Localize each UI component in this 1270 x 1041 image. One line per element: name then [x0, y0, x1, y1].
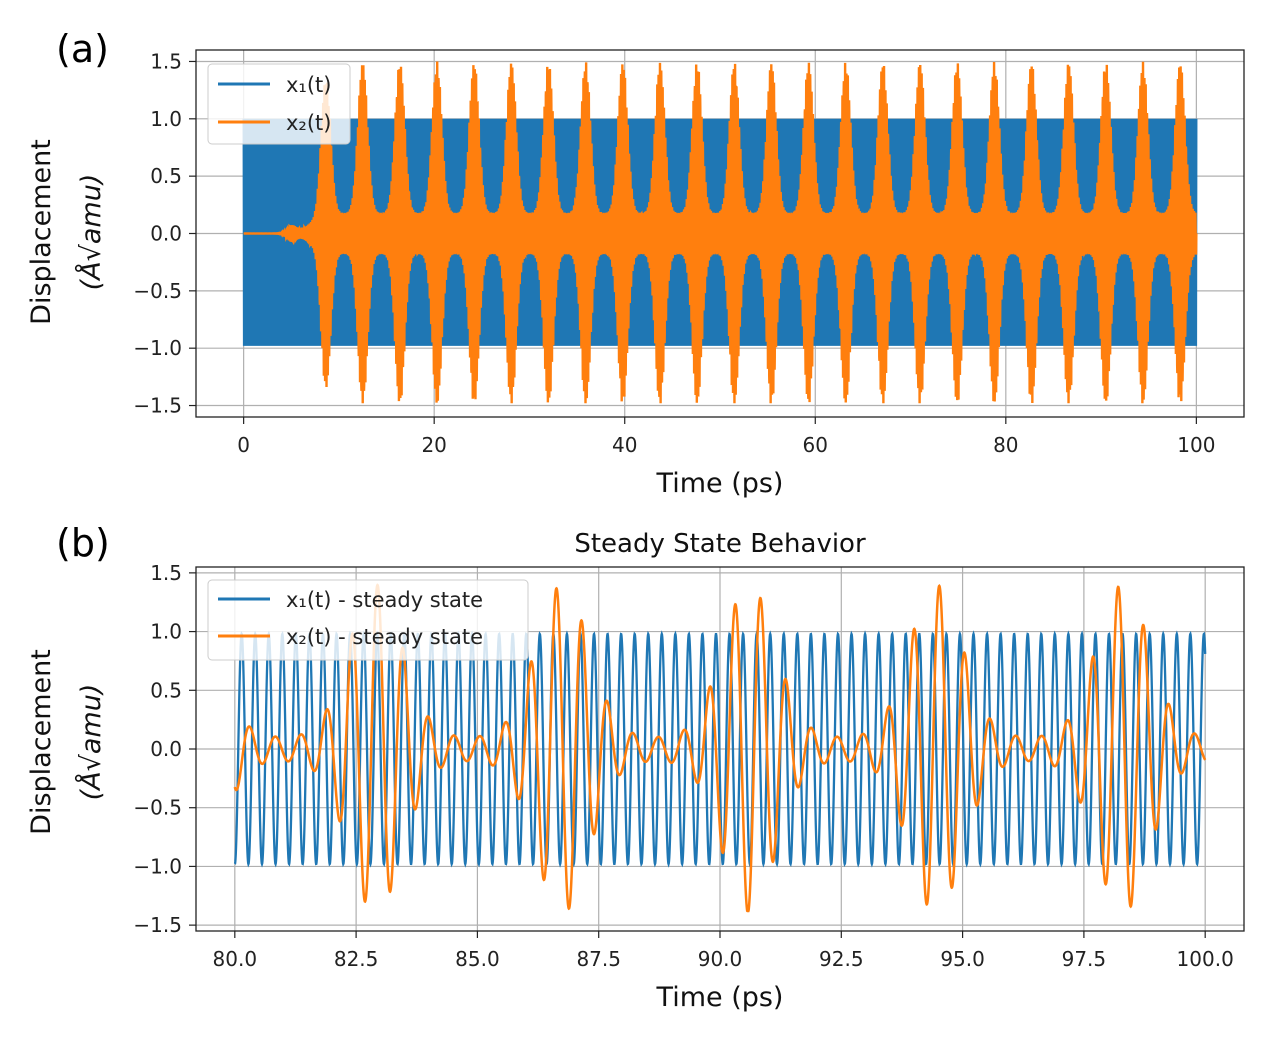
panel-b-ytick-label: 1.0 [150, 620, 182, 644]
panel-a-legend: x₁(t) x₂(t) [207, 63, 351, 145]
panel-b-lines [233, 583, 1207, 913]
series-b-x2-line [233, 583, 1207, 913]
series-b-x1-line [233, 630, 1207, 868]
panel-b: (b) Steady State Behavior 80.0 82.5 85.0 87… [26, 521, 1245, 1013]
panel-b-legend: x₁(t) - steady state x₂(t) - steady stat… [207, 579, 529, 661]
panel-a-xtick-label: 100 [1177, 433, 1215, 457]
panel-b-xtick-label: 87.5 [576, 947, 621, 971]
panel-a-ytick-label: −0.5 [133, 279, 182, 303]
panel-a-ytick-label: 0.0 [150, 222, 182, 246]
panel-b-xtick-label: 100.0 [1177, 947, 1234, 971]
panel-b-xtick-label: 92.5 [819, 947, 864, 971]
panel-a-lines [242, 61, 1198, 404]
panel-b-title: Steady State Behavior [574, 529, 866, 559]
panel-b-ytick-label: 1.5 [150, 561, 182, 585]
panel-a-xtick-label: 40 [612, 433, 637, 457]
panel-b-ticks: 80.0 82.5 85.0 87.5 90.0 92.5 95.0 97.5 100.0 1.5… [133, 561, 1233, 971]
panel-a-ytick-label: 1.5 [150, 49, 182, 73]
panel-b-ytick-label: −1.5 [133, 913, 182, 937]
panel-b-ytick-label: −1.0 [133, 854, 182, 878]
panel-b-ytick-label: −0.5 [133, 796, 182, 820]
panel-a-ytick-label: 1.0 [150, 107, 182, 131]
panel-a-ytick-label: 0.5 [150, 164, 182, 188]
panel-b-ytick-label: 0.0 [150, 737, 182, 761]
panel-b-ylabel-line1: Displacement [26, 649, 57, 835]
panel-b-xtick-label: 80.0 [213, 947, 258, 971]
series-a-x2-line [243, 61, 1198, 404]
panel-a-ylabel-line2: (Å√amu) [75, 174, 107, 291]
panel-b-xtick-label: 97.5 [1062, 947, 1107, 971]
panel-a-ticks: 0 20 40 60 80 100 1.5 1.0 0.5 0.0 −0.5 −1.0 −1.5 [133, 49, 1215, 457]
panel-a-ytick-label: −1.5 [133, 394, 182, 418]
panel-a-label: (a) [56, 27, 109, 71]
panel-a-xlabel: Time (ps) [656, 468, 784, 499]
panel-a-xtick-label: 0 [237, 433, 250, 457]
panel-b-xtick-label: 90.0 [698, 947, 743, 971]
panel-b-ylabel-line2: (Å√amu) [75, 684, 107, 801]
panel-b-xtick-label: 85.0 [455, 947, 500, 971]
panel-b-xtick-label: 95.0 [940, 947, 985, 971]
panel-a-ytick-label: −1.0 [133, 336, 182, 360]
panel-b-ytick-label: 0.5 [150, 678, 182, 702]
panel-b-xlabel: Time (ps) [656, 982, 784, 1013]
legend-a-x1-label: x₁(t) [286, 73, 331, 97]
panel-a-xtick-label: 80 [993, 433, 1018, 457]
panel-a-xtick-label: 20 [421, 433, 446, 457]
panel-a-xtick-label: 60 [803, 433, 828, 457]
legend-a-x2-label: x₂(t) [286, 111, 331, 135]
panel-b-xtick-label: 82.5 [334, 947, 379, 971]
panel-b-legend-box [207, 579, 529, 661]
legend-b-x2-label: x₂(t) - steady state [286, 625, 483, 649]
panel-a: (a) 0 20 40 60 80 100 1.5 1.0 0.5 0.0 −0.5 −1.0 −1.5… [26, 27, 1245, 499]
panel-a-ylabel-line1: Displacement [26, 139, 57, 325]
legend-b-x1-label: x₁(t) - steady state [286, 588, 483, 612]
panel-b-label: (b) [56, 521, 110, 565]
